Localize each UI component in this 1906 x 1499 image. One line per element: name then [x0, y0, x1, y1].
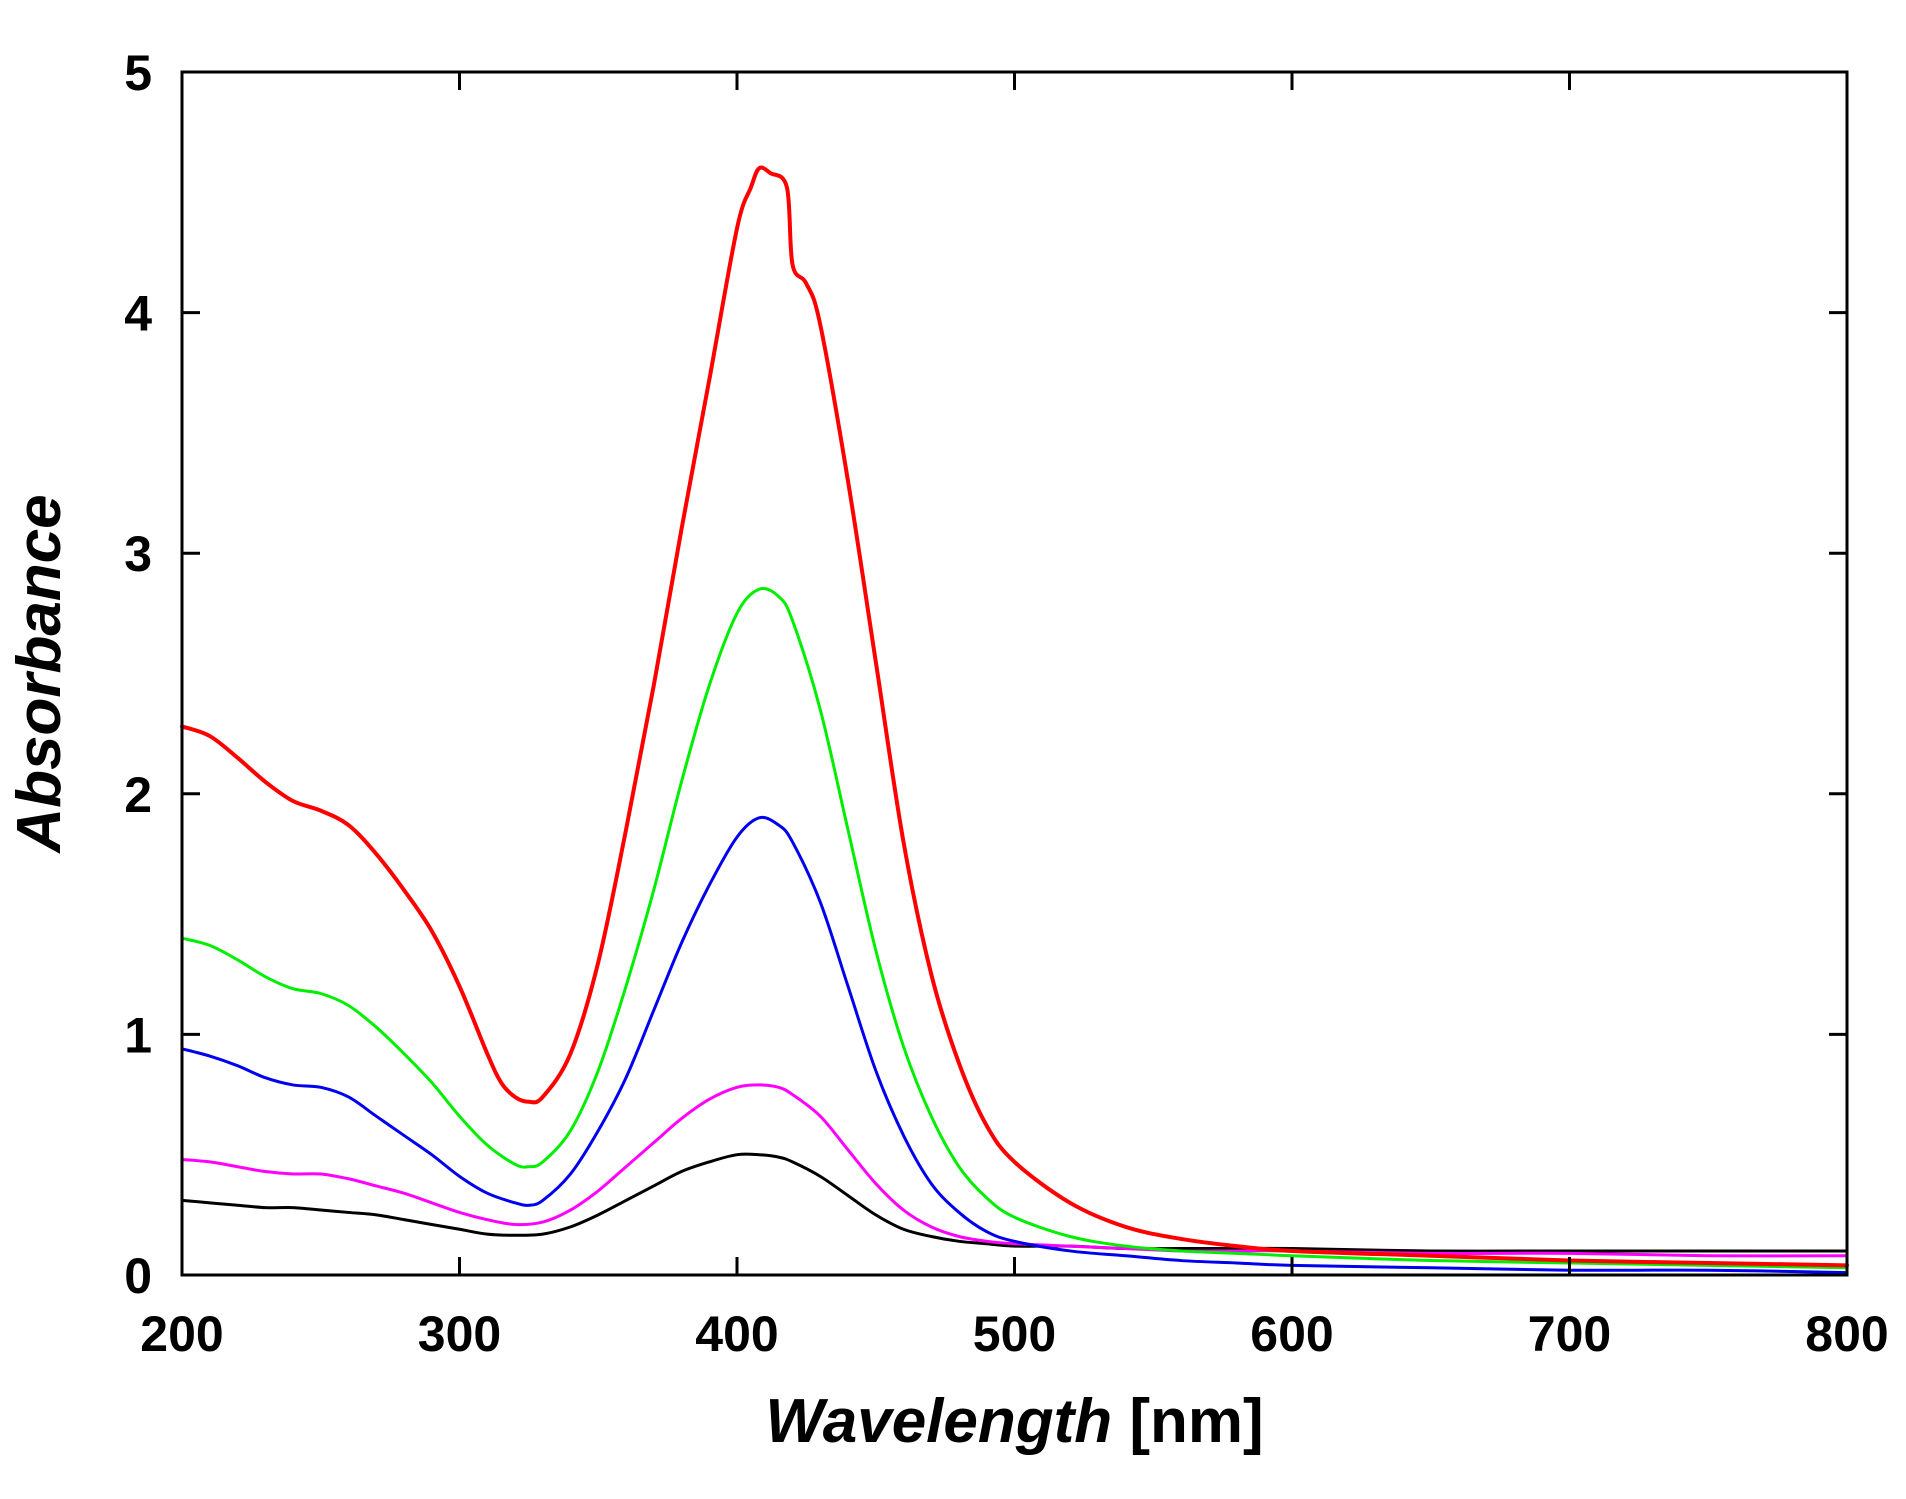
series-line-magenta: [180, 1083, 1849, 1258]
y-tick-label: 3: [124, 526, 152, 582]
x-tick-label: 600: [1250, 1306, 1333, 1362]
y-axis-title: Absorbance: [5, 494, 74, 854]
x-tick-label: 400: [695, 1306, 778, 1362]
y-axis-label: Absorbance: [5, 494, 74, 854]
series-line-black: [180, 1152, 1849, 1253]
x-axis-unit: [nm]: [1129, 1387, 1263, 1456]
series-line-red: [180, 165, 1849, 1268]
plot-frame: [180, 70, 1849, 1277]
x-tick-label: 500: [973, 1306, 1056, 1362]
series-line-blue: [180, 815, 1849, 1275]
y-tick-label: 4: [124, 286, 152, 342]
x-axis-label: Wavelength: [765, 1387, 1112, 1456]
series-line-green: [180, 587, 1849, 1270]
tick-layer: [180, 70, 1849, 1277]
x-tick-label: 200: [140, 1306, 223, 1362]
y-tick-label: 2: [124, 767, 152, 823]
x-tick-label: 300: [418, 1306, 501, 1362]
tick-label-layer: 200 300 400 500 600 700 800 0 1 2 3 4 5: [124, 45, 1889, 1362]
series-layer: [180, 165, 1849, 1275]
y-tick-label: 0: [124, 1248, 152, 1304]
y-tick-label: 1: [124, 1007, 152, 1063]
x-axis-title: Wavelength [nm]: [765, 1387, 1263, 1456]
y-tick-label: 5: [124, 45, 152, 101]
x-tick-label: 800: [1805, 1306, 1888, 1362]
x-tick-label: 700: [1528, 1306, 1611, 1362]
